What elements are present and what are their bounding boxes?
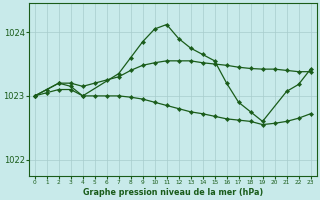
X-axis label: Graphe pression niveau de la mer (hPa): Graphe pression niveau de la mer (hPa) — [83, 188, 263, 197]
